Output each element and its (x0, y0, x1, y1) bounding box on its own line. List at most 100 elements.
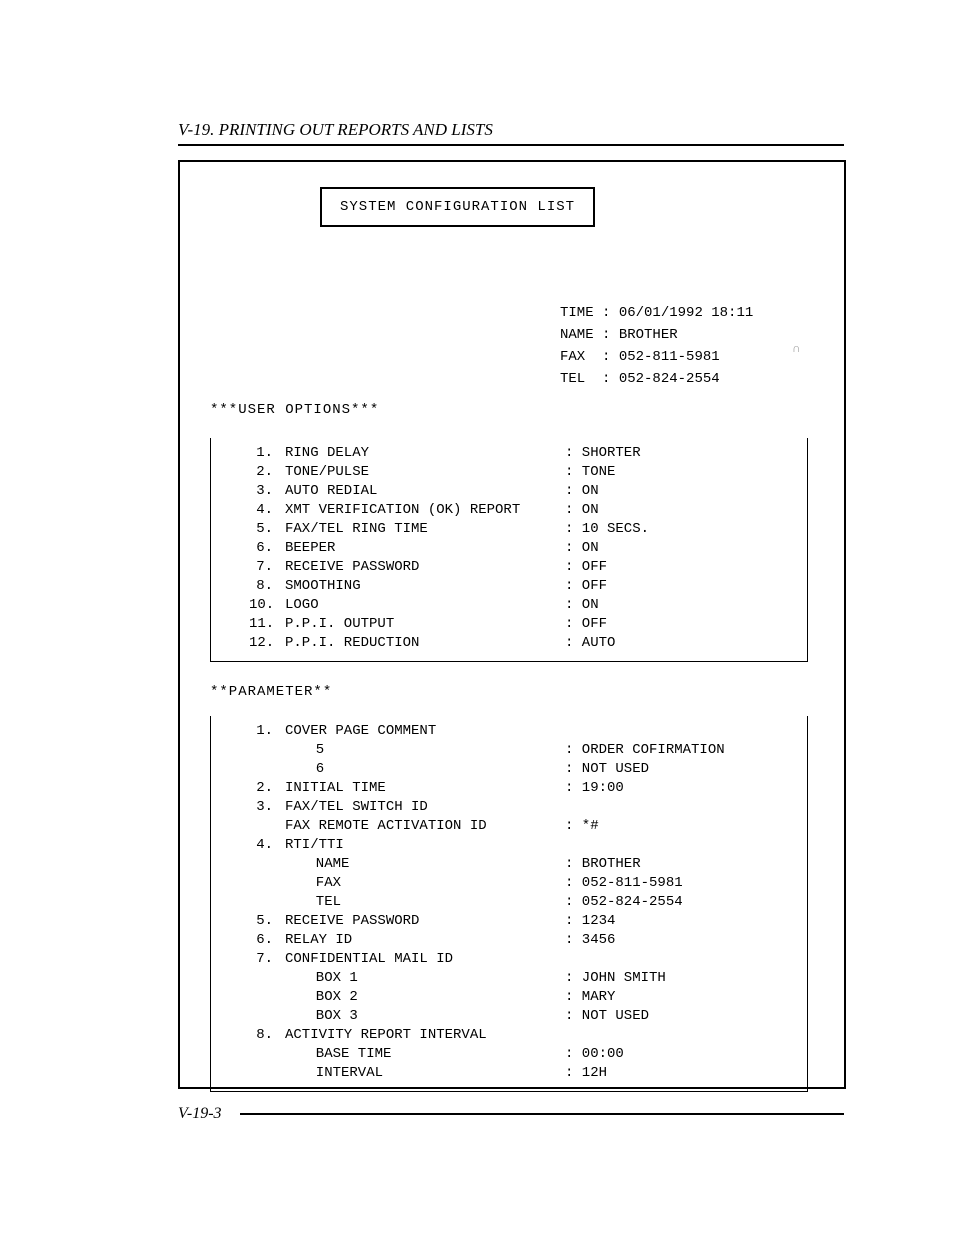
parameter-row: BASE TIME: 00:00 (249, 1045, 789, 1064)
parameter-value: : 19:00 (565, 779, 789, 798)
parameter-value: : MARY (565, 988, 789, 1007)
parameter-value: : JOHN SMITH (565, 969, 789, 988)
option-value: : ON (565, 501, 789, 520)
parameter-box: 1.COVER PAGE COMMENT 5: ORDER COFIRMATIO… (210, 716, 808, 1092)
parameter-num: 1. (249, 722, 285, 741)
parameter-value: : 052-811-5981 (565, 874, 789, 893)
parameter-row: BOX 2: MARY (249, 988, 789, 1007)
parameter-label: RTI/TTI (285, 836, 565, 855)
option-value: : OFF (565, 558, 789, 577)
parameter-row: 4.RTI/TTI (249, 836, 789, 855)
parameter-sublabel: BOX 3 (249, 1007, 565, 1026)
parameter-num (249, 817, 285, 836)
page-number: V-19-3 (178, 1105, 240, 1123)
parameter-row: FAX: 052-811-5981 (249, 874, 789, 893)
option-value: : ON (565, 482, 789, 501)
parameter-sublabel: TEL (249, 893, 565, 912)
parameter-value: : ORDER COFIRMATION (565, 741, 789, 760)
option-label: RING DELAY (285, 444, 565, 463)
parameter-value: : *# (565, 817, 789, 836)
option-row: 1.RING DELAY: SHORTER (249, 444, 789, 463)
parameter-num: 4. (249, 836, 285, 855)
parameter-value: : 12H (565, 1064, 789, 1083)
parameter-sublabel: 5 (249, 741, 565, 760)
option-label: P.P.I. REDUCTION (285, 634, 565, 653)
parameter-row: 7.CONFIDENTIAL MAIL ID (249, 950, 789, 969)
option-label: SMOOTHING (285, 577, 565, 596)
meta-fax: FAX : 052-811-5981 (560, 346, 753, 368)
option-label: RECEIVE PASSWORD (285, 558, 565, 577)
meta-block: TIME : 06/01/1992 18:11 NAME : BROTHER F… (560, 302, 753, 390)
option-label: LOGO (285, 596, 565, 615)
parameter-label: INITIAL TIME (285, 779, 565, 798)
parameter-label: ACTIVITY REPORT INTERVAL (285, 1026, 565, 1045)
parameter-value: : 052-824-2554 (565, 893, 789, 912)
parameter-value: : 00:00 (565, 1045, 789, 1064)
option-row: 8.SMOOTHING: OFF (249, 577, 789, 596)
option-num: 12. (249, 634, 285, 653)
report-title-box: SYSTEM CONFIGURATION LIST (320, 187, 595, 227)
option-label: TONE/PULSE (285, 463, 565, 482)
parameter-row: TEL: 052-824-2554 (249, 893, 789, 912)
parameter-value: : 3456 (565, 931, 789, 950)
option-value: : OFF (565, 615, 789, 634)
parameter-row: BOX 1: JOHN SMITH (249, 969, 789, 988)
option-num: 3. (249, 482, 285, 501)
option-num: 5. (249, 520, 285, 539)
option-row: 3.AUTO REDIAL: ON (249, 482, 789, 501)
page-footer: V-19-3 (178, 1105, 844, 1123)
parameter-row: NAME: BROTHER (249, 855, 789, 874)
option-num: 11. (249, 615, 285, 634)
parameter-label: COVER PAGE COMMENT (285, 722, 565, 741)
report-box: SYSTEM CONFIGURATION LIST TIME : 06/01/1… (178, 160, 846, 1089)
parameter-sublabel: BASE TIME (249, 1045, 565, 1064)
parameter-row: 6.RELAY ID: 3456 (249, 931, 789, 950)
page-header: V-19. PRINTING OUT REPORTS AND LISTS (178, 120, 844, 146)
parameter-value: : NOT USED (565, 760, 789, 779)
parameter-value (565, 836, 789, 855)
parameter-num: 3. (249, 798, 285, 817)
parameter-value (565, 950, 789, 969)
user-options-box: 1.RING DELAY: SHORTER2.TONE/PULSE: TONE3… (210, 438, 808, 662)
option-label: XMT VERIFICATION (OK) REPORT (285, 501, 565, 520)
option-label: FAX/TEL RING TIME (285, 520, 565, 539)
parameter-num: 6. (249, 931, 285, 950)
report-title: SYSTEM CONFIGURATION LIST (340, 199, 575, 215)
option-value: : 10 SECS. (565, 520, 789, 539)
option-num: 6. (249, 539, 285, 558)
parameter-value (565, 798, 789, 817)
option-label: P.P.I. OUTPUT (285, 615, 565, 634)
option-row: 12.P.P.I. REDUCTION: AUTO (249, 634, 789, 653)
parameter-sublabel: FAX (249, 874, 565, 893)
option-label: AUTO REDIAL (285, 482, 565, 501)
option-label: BEEPER (285, 539, 565, 558)
option-row: 4.XMT VERIFICATION (OK) REPORT: ON (249, 501, 789, 520)
parameter-num: 8. (249, 1026, 285, 1045)
parameter-num: 5. (249, 912, 285, 931)
parameter-row: FAX REMOTE ACTIVATION ID: *# (249, 817, 789, 836)
parameter-num: 2. (249, 779, 285, 798)
option-value: : TONE (565, 463, 789, 482)
parameter-title: **PARAMETER** (210, 684, 332, 700)
option-row: 6.BEEPER: ON (249, 539, 789, 558)
parameter-row: 1.COVER PAGE COMMENT (249, 722, 789, 741)
parameter-num: 7. (249, 950, 285, 969)
option-value: : ON (565, 539, 789, 558)
meta-tel: TEL : 052-824-2554 (560, 368, 753, 390)
option-num: 8. (249, 577, 285, 596)
option-row: 7.RECEIVE PASSWORD: OFF (249, 558, 789, 577)
parameter-value (565, 722, 789, 741)
scan-artifact: ∩ (793, 342, 800, 356)
page-header-title: V-19. PRINTING OUT REPORTS AND LISTS (178, 120, 493, 139)
parameter-row: 5: ORDER COFIRMATION (249, 741, 789, 760)
option-row: 2.TONE/PULSE: TONE (249, 463, 789, 482)
option-value: : OFF (565, 577, 789, 596)
parameter-label: FAX REMOTE ACTIVATION ID (285, 817, 565, 836)
meta-time: TIME : 06/01/1992 18:11 (560, 302, 753, 324)
parameter-sublabel: 6 (249, 760, 565, 779)
parameter-label: RELAY ID (285, 931, 565, 950)
parameter-label: FAX/TEL SWITCH ID (285, 798, 565, 817)
option-num: 2. (249, 463, 285, 482)
option-row: 11.P.P.I. OUTPUT: OFF (249, 615, 789, 634)
parameter-label: CONFIDENTIAL MAIL ID (285, 950, 565, 969)
